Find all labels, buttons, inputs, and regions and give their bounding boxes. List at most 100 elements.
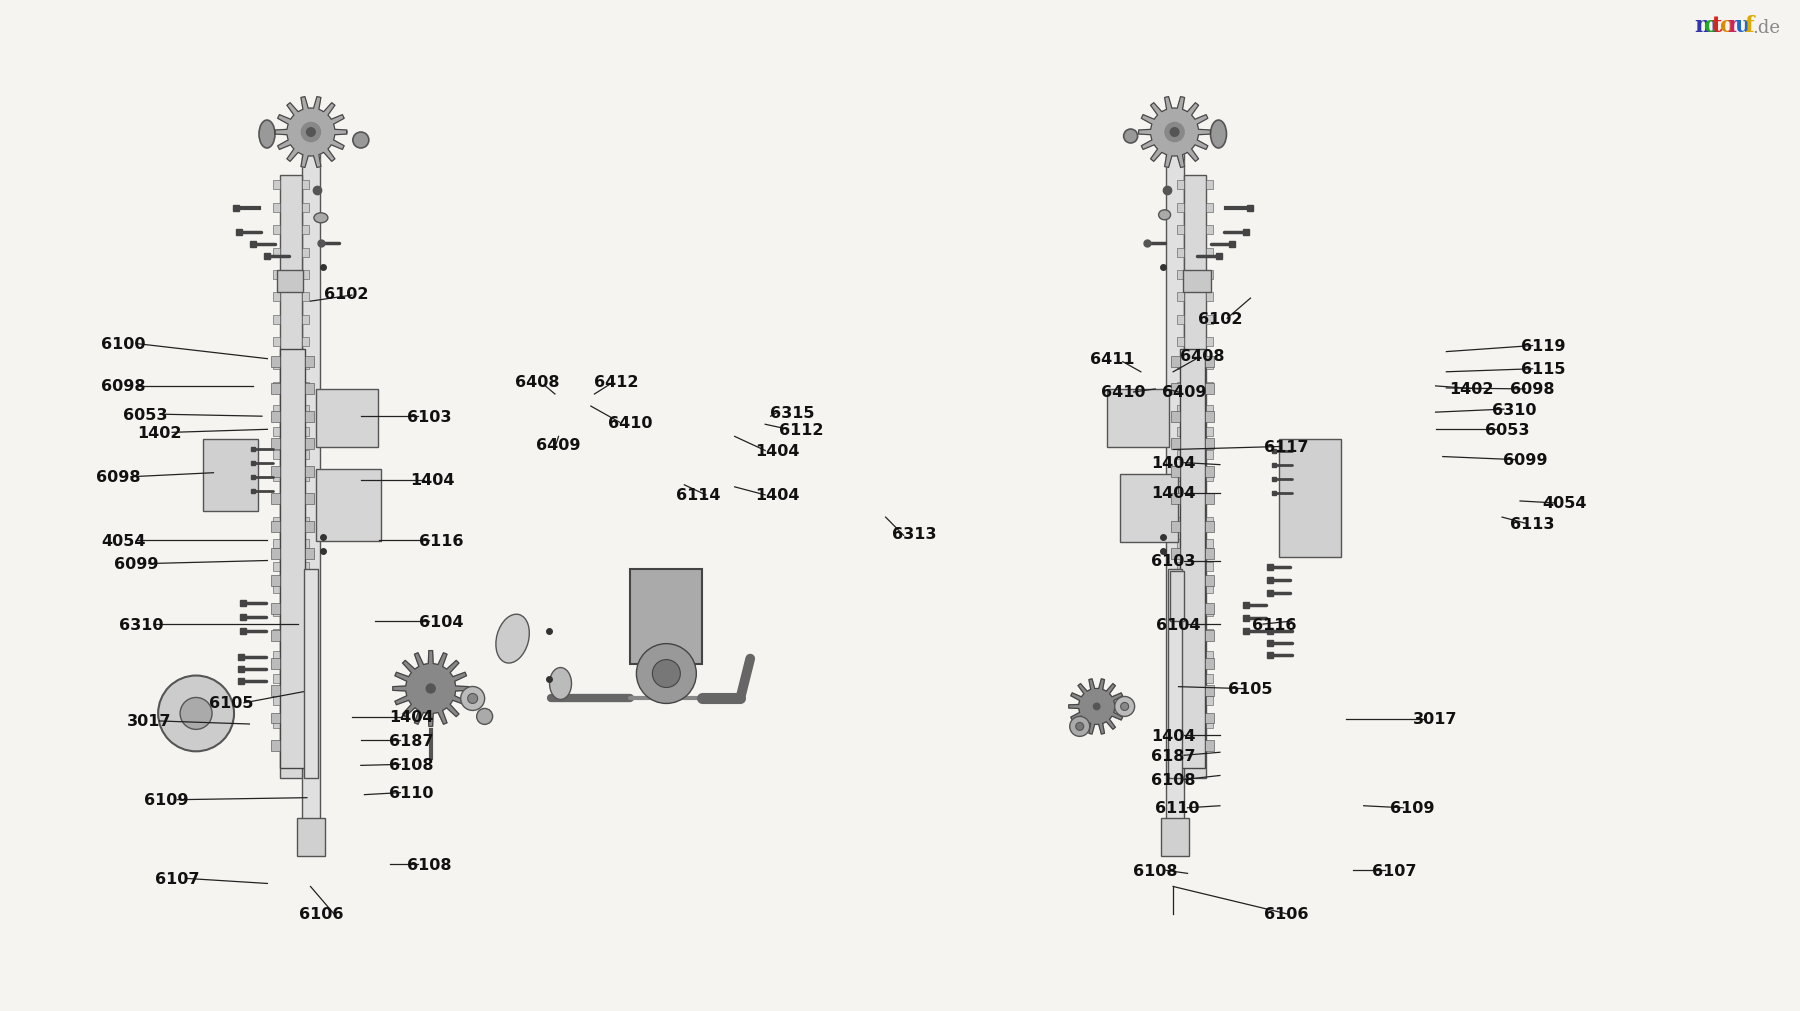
Bar: [1206, 361, 1213, 369]
Bar: [272, 604, 281, 615]
Bar: [1172, 685, 1181, 697]
Text: 6105: 6105: [1228, 681, 1273, 697]
Text: 6104: 6104: [419, 614, 464, 629]
Bar: [306, 411, 315, 423]
Ellipse shape: [1159, 210, 1170, 220]
Text: 6408: 6408: [1179, 349, 1224, 364]
Text: 3017: 3017: [126, 714, 171, 729]
Circle shape: [1165, 123, 1184, 143]
Bar: [306, 466, 315, 477]
Ellipse shape: [313, 213, 328, 223]
Bar: [1206, 383, 1213, 392]
Bar: [1177, 383, 1184, 392]
Circle shape: [427, 684, 436, 694]
Text: 1402: 1402: [1449, 382, 1494, 397]
Bar: [1161, 818, 1188, 856]
Text: 6116: 6116: [419, 533, 464, 548]
Bar: [272, 466, 281, 477]
Bar: [1204, 548, 1213, 559]
Bar: [1177, 361, 1184, 369]
Bar: [272, 740, 281, 751]
Bar: [1172, 411, 1181, 423]
Bar: [1204, 576, 1213, 586]
Bar: [272, 548, 281, 559]
Bar: [1177, 630, 1184, 638]
Text: 6102: 6102: [324, 286, 369, 301]
Bar: [1206, 562, 1213, 571]
Bar: [1172, 521, 1181, 532]
Text: 6098: 6098: [101, 379, 146, 394]
Bar: [302, 405, 310, 415]
Text: 6110: 6110: [1154, 801, 1199, 816]
Bar: [1107, 390, 1168, 448]
Bar: [630, 569, 702, 664]
Text: 1404: 1404: [1150, 486, 1195, 500]
Bar: [302, 225, 310, 235]
Bar: [274, 203, 281, 212]
Text: 1404: 1404: [756, 488, 799, 502]
Bar: [274, 584, 281, 593]
Bar: [306, 357, 315, 368]
Bar: [1177, 674, 1184, 683]
Bar: [1204, 521, 1213, 532]
Circle shape: [461, 686, 484, 711]
Bar: [274, 450, 281, 459]
Bar: [1177, 428, 1184, 437]
Bar: [1206, 674, 1213, 683]
Bar: [302, 121, 320, 848]
Circle shape: [306, 128, 315, 137]
Bar: [302, 315, 310, 325]
Bar: [1172, 713, 1181, 724]
Bar: [274, 562, 281, 571]
Bar: [274, 719, 281, 728]
Bar: [1206, 225, 1213, 235]
Circle shape: [1093, 704, 1100, 710]
Bar: [1206, 652, 1213, 661]
Polygon shape: [1069, 679, 1125, 734]
Bar: [1177, 518, 1184, 527]
Bar: [1172, 576, 1181, 586]
Bar: [306, 576, 315, 586]
Bar: [1177, 249, 1184, 258]
Text: 6108: 6108: [1132, 863, 1177, 878]
Bar: [1177, 719, 1184, 728]
Bar: [302, 472, 310, 481]
Bar: [1172, 658, 1181, 669]
Text: 6102: 6102: [1197, 311, 1242, 327]
Polygon shape: [392, 651, 468, 727]
Bar: [1177, 562, 1184, 571]
Text: 6103: 6103: [407, 409, 452, 425]
Bar: [302, 674, 310, 683]
Text: 6110: 6110: [389, 786, 434, 801]
Text: 6116: 6116: [1251, 617, 1296, 632]
Bar: [1206, 697, 1213, 706]
Circle shape: [301, 123, 320, 143]
Bar: [1177, 540, 1184, 549]
Text: o: o: [1719, 15, 1733, 36]
Bar: [302, 383, 310, 392]
Text: 1404: 1404: [1150, 728, 1195, 743]
Bar: [302, 203, 310, 212]
Text: 6053: 6053: [1485, 423, 1530, 438]
Bar: [1206, 405, 1213, 415]
Text: 6119: 6119: [1521, 339, 1566, 354]
Bar: [302, 540, 310, 549]
Bar: [306, 521, 315, 532]
Bar: [272, 713, 281, 724]
Bar: [274, 518, 281, 527]
Bar: [274, 630, 281, 638]
Bar: [1177, 315, 1184, 325]
Text: 4054: 4054: [1543, 496, 1588, 511]
Ellipse shape: [353, 132, 369, 149]
Bar: [274, 495, 281, 503]
Circle shape: [1069, 717, 1089, 737]
Bar: [203, 440, 257, 512]
Bar: [277, 270, 302, 292]
Bar: [1204, 466, 1213, 477]
Text: r: r: [1728, 15, 1739, 36]
Bar: [302, 584, 310, 593]
Circle shape: [1089, 700, 1103, 714]
Text: 6410: 6410: [1100, 385, 1145, 400]
Bar: [1177, 697, 1184, 706]
Text: 6108: 6108: [389, 757, 434, 772]
